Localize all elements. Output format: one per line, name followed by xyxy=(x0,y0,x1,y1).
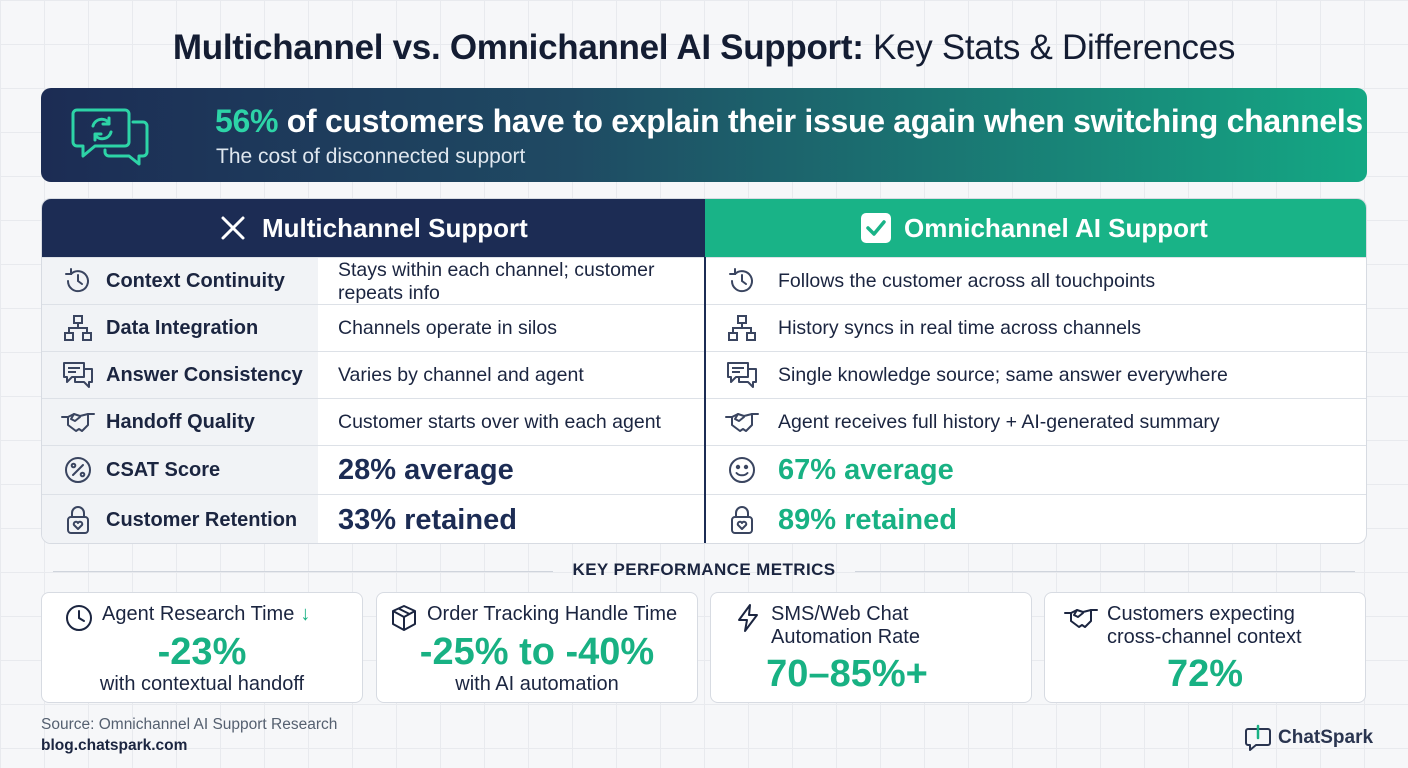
brand-logo: ChatSpark xyxy=(1244,724,1373,752)
site-link[interactable]: blog.chatspark.com xyxy=(41,737,188,754)
omnichannel-cell: 67% average xyxy=(725,446,954,494)
clock-icon xyxy=(66,605,92,631)
smiley-icon xyxy=(729,457,755,483)
page-title: Multichannel vs. Omnichannel AI Support:… xyxy=(172,28,1236,67)
row-label-cell: CSAT Score xyxy=(42,446,318,494)
table-row: Context Continuity Stays within each cha… xyxy=(42,257,1366,304)
comparison-table: Multichannel Support Omnichannel AI Supp… xyxy=(41,198,1367,544)
omnichannel-cell: Agent receives full history + AI-generat… xyxy=(725,399,1220,445)
row-label-cell: Handoff Quality xyxy=(42,399,318,445)
omnichannel-cell: Follows the customer across all touchpoi… xyxy=(725,258,1155,304)
table-row: Customer Retention 33% retained 89% reta… xyxy=(42,494,1366,543)
handshake-icon xyxy=(1064,609,1098,628)
metrics-heading: KEY PERFORMANCE METRICS xyxy=(41,560,1367,582)
hierarchy-icon xyxy=(728,315,756,341)
omnichannel-header: Omnichannel AI Support xyxy=(705,199,1366,257)
metric-value: 72% xyxy=(1166,653,1244,695)
multichannel-cell: Channels operate in silos xyxy=(338,316,557,339)
chat-bubbles-icon xyxy=(63,362,93,388)
percent-icon xyxy=(65,457,91,483)
metric-label: Customers expecting cross-channel context xyxy=(1063,603,1302,649)
handshake-icon xyxy=(725,413,759,432)
row-label-cell: Answer Consistency xyxy=(42,352,318,398)
metric-value: -23% xyxy=(157,631,247,673)
row-label-cell: Customer Retention xyxy=(42,495,318,543)
history-icon xyxy=(65,268,89,293)
metric-value: -25% to -40% xyxy=(419,631,655,673)
metric-value: 70–85%+ xyxy=(766,653,928,695)
row-label-cell: Context Continuity xyxy=(42,258,318,304)
multichannel-cell: 28% average xyxy=(338,453,514,486)
lock-heart-icon xyxy=(731,506,753,534)
checkbox-icon xyxy=(861,213,891,243)
multichannel-header: Multichannel Support xyxy=(42,199,705,257)
table-row: CSAT Score 28% average 67% average xyxy=(42,445,1366,494)
multichannel-cell: Customer starts over with each agent xyxy=(338,410,661,433)
chat-sync-icon xyxy=(71,108,149,166)
banner-headline: 56% of customers have to explain their i… xyxy=(215,103,1363,139)
history-icon xyxy=(729,268,753,293)
metric-label: Order Tracking Handle Time xyxy=(389,603,677,633)
metric-caption: with contextual handoff xyxy=(99,673,305,695)
box-icon xyxy=(392,605,416,631)
omnichannel-cell: Single knowledge source; same answer eve… xyxy=(725,352,1228,398)
metric-card: Customers expecting cross-channel context… xyxy=(1044,592,1366,703)
multichannel-cell: Stays within each channel; customer repe… xyxy=(338,259,655,304)
metric-caption: with AI automation xyxy=(455,673,619,695)
column-divider xyxy=(704,257,706,543)
omnichannel-cell: History syncs in real time across channe… xyxy=(725,305,1141,351)
omnichannel-cell: 89% retained xyxy=(725,495,957,543)
stat-banner: 56% of customers have to explain their i… xyxy=(41,88,1367,182)
hierarchy-icon xyxy=(64,315,92,341)
multichannel-cell: Varies by channel and agent xyxy=(338,363,584,386)
banner-subtitle: The cost of disconnected support xyxy=(216,145,526,168)
row-label-cell: Data Integration xyxy=(42,305,318,351)
handshake-icon xyxy=(61,413,95,432)
chat-logo-icon xyxy=(1245,724,1271,751)
source-note: Source: Omnichannel AI Support Research xyxy=(41,716,338,733)
lightning-icon xyxy=(738,604,758,632)
metric-label: Agent Research Time ↓ xyxy=(64,603,310,633)
table-row: Handoff Quality Customer starts over wit… xyxy=(42,398,1366,445)
metric-label: SMS/Web Chat Automation Rate xyxy=(733,603,920,649)
metric-card: Order Tracking Handle Time -25% to -40% … xyxy=(376,592,698,703)
multichannel-cell: 33% retained xyxy=(338,503,517,536)
metric-card: Agent Research Time ↓ -23% with contextua… xyxy=(41,592,363,703)
arrow-down-icon: ↓ xyxy=(300,603,311,625)
metric-card: SMS/Web Chat Automation Rate 70–85%+ xyxy=(710,592,1032,703)
chat-bubbles-icon xyxy=(727,362,757,388)
close-icon xyxy=(221,216,245,240)
lock-heart-icon xyxy=(67,506,89,534)
